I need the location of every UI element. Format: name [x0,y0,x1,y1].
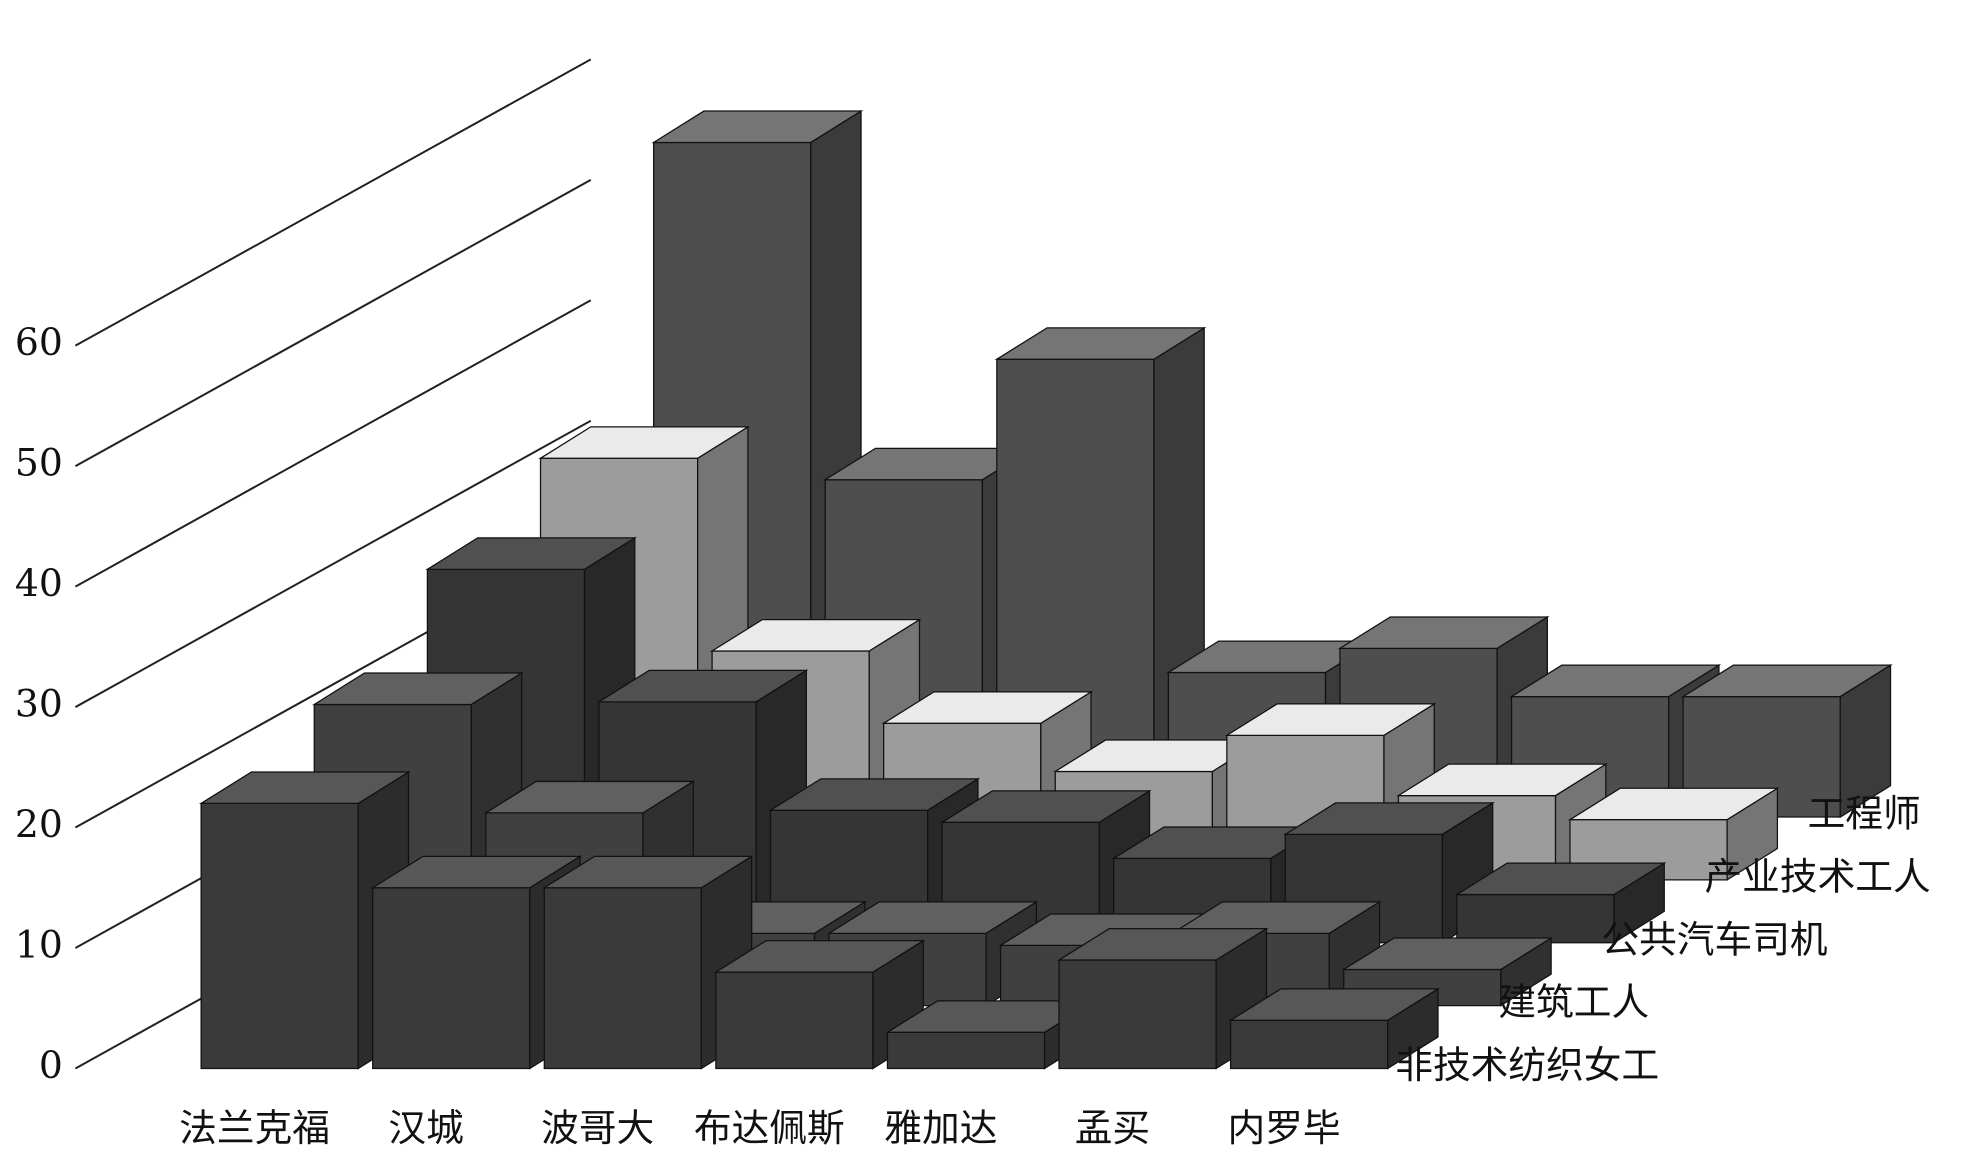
legend-label: 产业技术工人 [1704,854,1930,898]
bar-front [200,802,359,1070]
legend-label: 非技术纺织女工 [1395,1043,1659,1087]
bar-top [596,669,809,703]
bar-top [826,901,1039,934]
bar-top [709,618,922,652]
bar-top [1169,901,1382,934]
bar [1454,862,1667,944]
x-tick-label: 法兰克福 [179,1106,330,1150]
y-tick-label: 60 [15,320,63,364]
bar-top [881,691,1094,724]
bar-front [886,1031,1046,1070]
x-tick-label: 布达佩斯 [694,1106,845,1150]
bar [1680,664,1893,819]
bar-front [1058,959,1217,1070]
bar-front [1229,1019,1389,1070]
bar-top [1396,763,1609,797]
bar-top [1341,937,1554,971]
y-tick-label: 20 [15,802,63,846]
bar-top [1224,703,1437,736]
x-tick-label: 孟买 [1075,1106,1150,1150]
bar-top [425,537,637,570]
bar-front [543,887,703,1070]
grid-line [74,299,592,588]
x-tick-label: 内罗毕 [1227,1106,1340,1150]
bar-top [994,327,1207,360]
bar-top [1509,664,1722,698]
bar [1341,936,1554,1007]
bar-top [312,672,524,706]
bar-top [651,110,864,144]
grid-line [74,178,592,468]
bar-top [1454,862,1667,896]
bar-top [538,426,751,459]
y-tick-label: 10 [15,922,63,966]
legend-label: 公共汽车司机 [1601,917,1827,961]
bar [1228,987,1441,1070]
bar-top [483,780,696,814]
plot-area: 0 10 20 30 40 50 60 非技术纺织女工 建筑工人 公共汽车司机 产业技术工人 工程师法… [15,58,1931,1150]
x-tick-label: 波哥大 [541,1106,654,1150]
grid-line [74,419,592,708]
grid-line [74,58,592,347]
y-tick-label: 40 [15,561,63,605]
bar-top [713,940,926,973]
legend-label: 建筑工人 [1498,980,1649,1024]
y-tick-label: 50 [15,441,63,485]
y-tick-label: 0 [39,1043,63,1087]
bar-top [542,855,754,889]
bar-top [1337,616,1550,650]
bar-front [1456,893,1615,944]
bar-top [1567,787,1780,821]
bar-top [198,771,411,805]
bar-front [372,887,531,1070]
bar-front [715,971,874,1070]
bar-top [768,778,981,811]
bar [713,939,926,1070]
bar-top [939,790,1152,823]
legend-label: 工程师 [1808,792,1921,836]
bar-top [370,855,583,889]
bar-top [1056,927,1269,961]
x-tick-label: 汉城 [388,1106,463,1150]
y-tick-label: 30 [15,682,63,726]
bar-top [1228,988,1441,1021]
bar-top [1283,802,1495,835]
x-tick-label: 雅加达 [884,1106,997,1150]
bar-top [1680,664,1893,698]
